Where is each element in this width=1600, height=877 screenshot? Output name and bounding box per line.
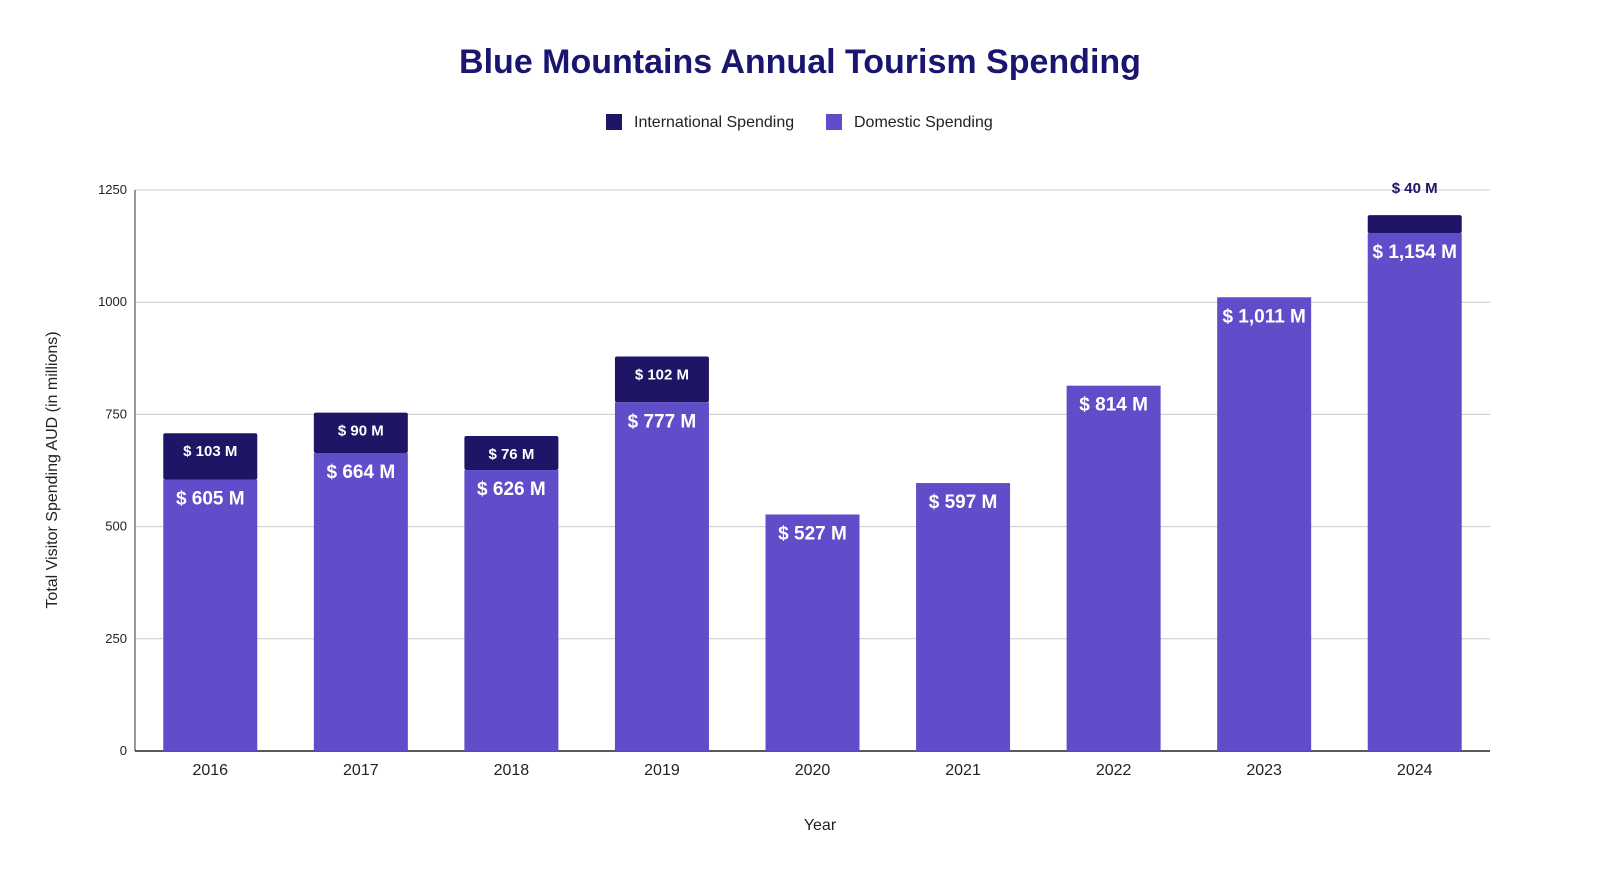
data-label-international: $ 103 M <box>183 443 237 460</box>
chart-title: Blue Mountains Annual Tourism Spending <box>459 43 1141 81</box>
legend-swatch <box>826 114 842 130</box>
data-labels: $ 605 M $ 103 M $ 664 M $ 90 M $ 626 M $ 76 M… <box>176 180 1457 544</box>
bar-domestic <box>163 479 258 751</box>
data-label-domestic: $ 597 M <box>929 492 998 513</box>
bar-international <box>464 435 559 471</box>
x-axis-title: Year <box>804 817 837 834</box>
bar-international <box>163 433 258 480</box>
data-label-international: $ 102 M <box>635 367 689 384</box>
data-label-domestic: $ 1,011 M <box>1222 306 1305 327</box>
bar-domestic <box>313 452 408 751</box>
bar-domestic <box>765 514 860 751</box>
y-tick-label: 1250 <box>98 182 127 197</box>
data-label-domestic: $ 626 M <box>477 479 546 500</box>
y-axis-title: Total Visitor Spending AUD (in millions) <box>44 331 61 608</box>
bar-domestic <box>916 483 1011 751</box>
data-label-international: $ 76 M <box>488 446 534 463</box>
x-tick-label: 2016 <box>192 762 228 779</box>
x-tick-label: 2019 <box>644 762 680 779</box>
bar-international <box>1367 215 1462 234</box>
bar-international <box>614 356 709 403</box>
data-label-domestic: $ 527 M <box>778 523 847 544</box>
data-label-international: $ 90 M <box>338 423 384 440</box>
data-label-domestic: $ 1,154 M <box>1372 242 1457 263</box>
bars <box>163 215 1462 752</box>
legend-label: Domestic Spending <box>854 114 993 131</box>
bar-domestic <box>1066 385 1161 751</box>
legend: International Spending Domestic Spending <box>606 114 993 131</box>
bar-international <box>313 412 408 453</box>
x-tick-label: 2017 <box>343 762 379 779</box>
bar-domestic <box>464 470 559 751</box>
x-tick-label: 2022 <box>1096 762 1132 779</box>
x-tick-label: 2024 <box>1397 762 1433 779</box>
legend-label: International Spending <box>634 114 794 131</box>
x-tick-label: 2021 <box>945 762 981 779</box>
data-label-international: $ 40 M <box>1392 180 1438 197</box>
y-tick-label: 500 <box>105 519 127 534</box>
y-tick-label: 750 <box>105 406 127 421</box>
data-label-domestic: $ 605 M <box>176 488 245 509</box>
y-tick-label: 250 <box>105 631 127 646</box>
x-tick-label: 2023 <box>1246 762 1282 779</box>
bar-domestic <box>1367 233 1462 752</box>
data-label-domestic: $ 777 M <box>628 411 697 432</box>
y-tick-label: 0 <box>120 743 127 758</box>
x-axis: 2016 2017 2018 2019 2020 2021 2022 2023 2024 <box>192 762 1432 779</box>
data-label-domestic: $ 664 M <box>327 462 396 483</box>
legend-swatch <box>606 114 622 130</box>
bar-domestic <box>614 402 709 751</box>
data-label-domestic: $ 814 M <box>1079 395 1148 416</box>
x-tick-label: 2018 <box>494 762 530 779</box>
x-tick-label: 2020 <box>795 762 831 779</box>
bar-domestic <box>1217 297 1312 751</box>
y-tick-label: 1000 <box>98 294 127 309</box>
